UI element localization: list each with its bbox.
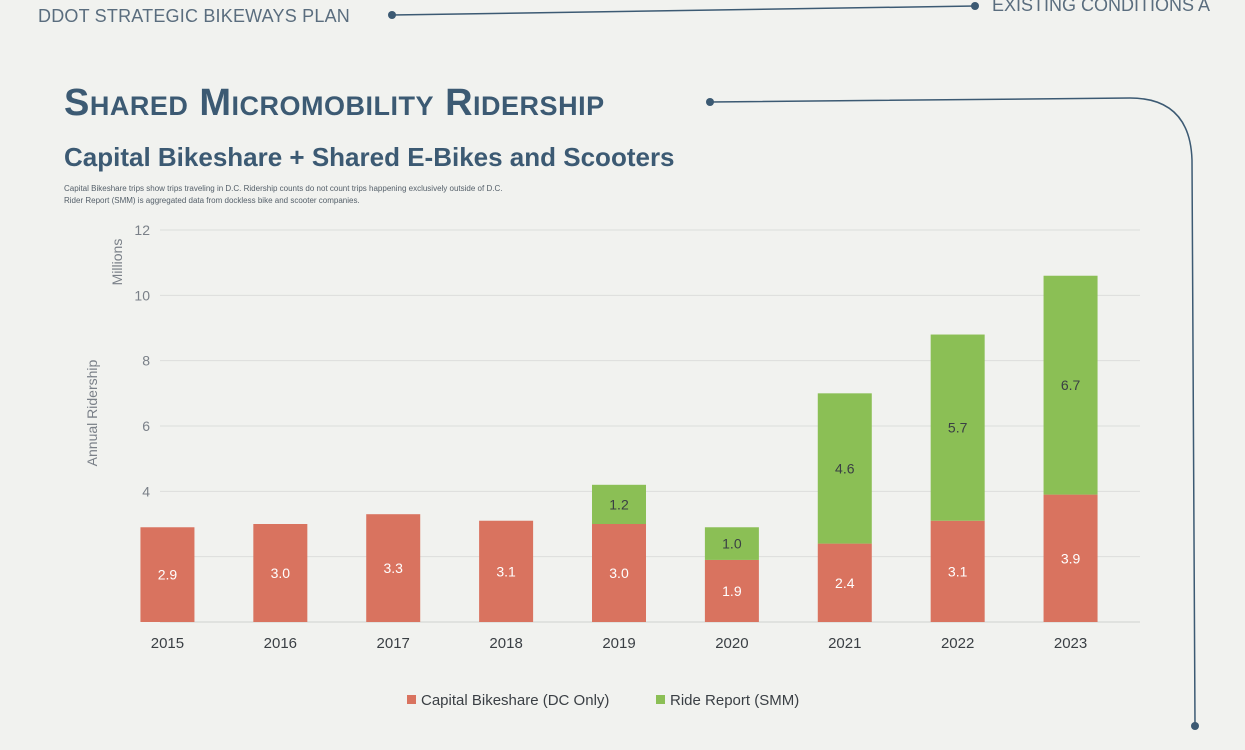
x-tick-label: 2019 bbox=[602, 635, 635, 652]
x-tick-label: 2020 bbox=[715, 635, 748, 652]
legend-bikeshare-swatch bbox=[407, 695, 416, 704]
data-label: 1.2 bbox=[609, 496, 629, 512]
data-label: 6.7 bbox=[1061, 377, 1081, 393]
page-subtitle: Capital Bikeshare + Shared E-Bikes and S… bbox=[64, 142, 675, 172]
data-label: 5.7 bbox=[948, 420, 968, 436]
y-tick-label: 4 bbox=[142, 483, 150, 499]
data-label: 3.9 bbox=[1061, 550, 1081, 566]
legend-bikeshare-label: Capital Bikeshare (DC Only) bbox=[421, 692, 609, 709]
bar-smm bbox=[930, 334, 985, 521]
bar-bikeshare bbox=[930, 520, 985, 622]
x-tick-label: 2021 bbox=[828, 635, 861, 652]
note-line-1: Capital Bikeshare trips show trips trave… bbox=[64, 184, 503, 193]
x-tick-label: 2022 bbox=[941, 635, 974, 652]
y-tick-label: 8 bbox=[142, 353, 150, 369]
bar-smm bbox=[592, 484, 646, 524]
header-section-title: EXISTING CONDITIONS A bbox=[992, 0, 1211, 15]
data-label: 3.3 bbox=[383, 560, 403, 576]
data-label: 3.1 bbox=[948, 563, 968, 579]
bar-bikeshare bbox=[704, 559, 759, 622]
x-tick-label: 2017 bbox=[377, 635, 410, 652]
data-label: 3.0 bbox=[609, 565, 629, 581]
x-tick-label: 2016 bbox=[264, 635, 297, 652]
data-label: 1.9 bbox=[722, 583, 742, 599]
page-title: Shared Micromobility Ridership bbox=[64, 82, 605, 124]
bar-bikeshare bbox=[592, 524, 646, 622]
bar-bikeshare bbox=[140, 527, 195, 622]
bar-bikeshare bbox=[479, 520, 534, 622]
data-label: 3.1 bbox=[496, 563, 516, 579]
y-axis-title: Annual Ridership bbox=[84, 359, 100, 466]
note-line-2: Rider Report (SMM) is aggregated data fr… bbox=[64, 196, 360, 205]
y-tick-label: 12 bbox=[134, 222, 150, 238]
y-axis-unit: Millions bbox=[109, 239, 125, 286]
bar-smm bbox=[817, 393, 872, 544]
bar-bikeshare bbox=[253, 524, 308, 622]
bar-bikeshare bbox=[366, 514, 421, 622]
header-document-title: DDOT STRATEGIC BIKEWAYS PLAN bbox=[38, 6, 350, 26]
bar-smm bbox=[1043, 275, 1098, 495]
data-label: 1.0 bbox=[722, 536, 742, 552]
y-tick-label: 10 bbox=[134, 287, 150, 303]
bar-smm bbox=[704, 527, 759, 560]
legend-smm-swatch bbox=[656, 695, 665, 704]
y-tick-label: 6 bbox=[142, 418, 150, 434]
bar-bikeshare bbox=[1043, 494, 1098, 622]
x-tick-label: 2023 bbox=[1054, 635, 1087, 652]
data-label: 4.6 bbox=[835, 460, 855, 476]
bar-bikeshare bbox=[817, 543, 872, 622]
data-label: 2.4 bbox=[835, 575, 855, 591]
data-label: 3.0 bbox=[271, 565, 291, 581]
x-tick-label: 2018 bbox=[489, 635, 522, 652]
x-tick-label: 2015 bbox=[151, 635, 184, 652]
legend-smm-label: Ride Report (SMM) bbox=[670, 692, 799, 709]
data-label: 2.9 bbox=[158, 567, 178, 583]
